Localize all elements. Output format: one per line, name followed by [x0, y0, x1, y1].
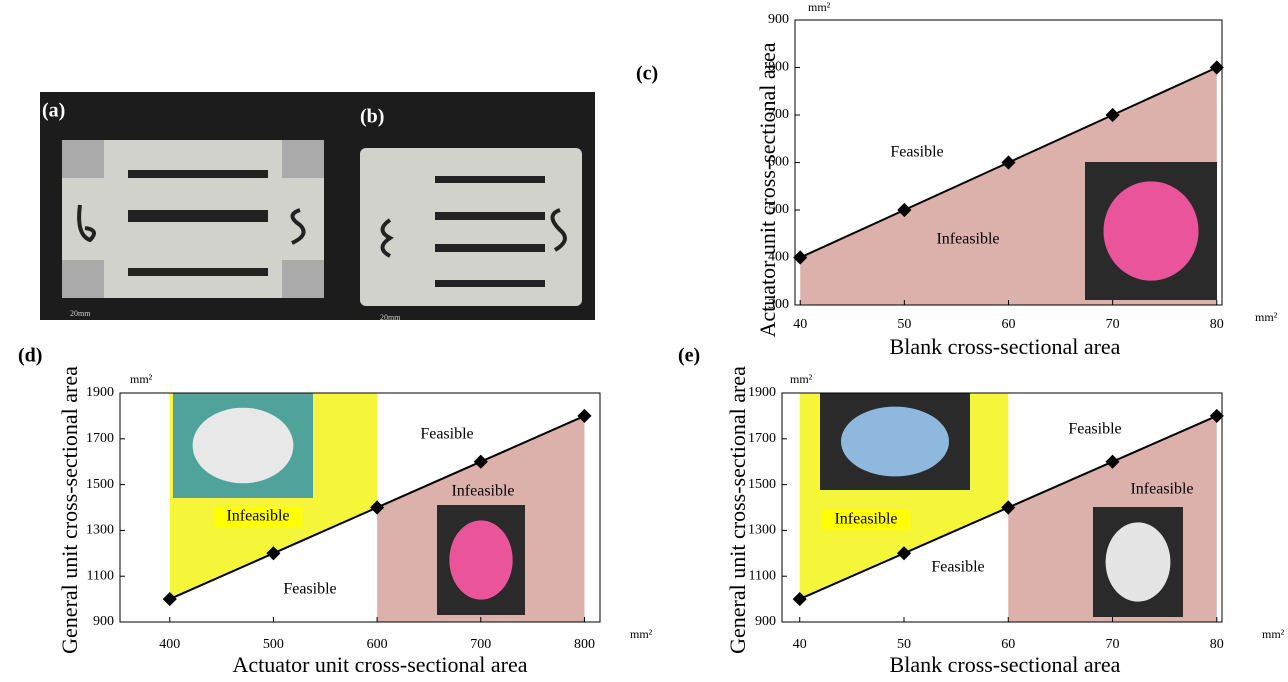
y-tick-label: 1100 — [87, 568, 114, 583]
x-tick-label: 50 — [897, 317, 911, 332]
annotation: Feasible — [890, 144, 943, 161]
y-unit: mm² — [808, 0, 831, 14]
x-tick-label: 40 — [793, 317, 807, 332]
y-tick-label: 1900 — [86, 385, 114, 400]
x-tick-label: 50 — [897, 637, 911, 652]
y-axis-label: Actuator unit cross-sectional area — [755, 42, 780, 337]
x-tick-label: 500 — [263, 637, 284, 652]
figure: (a) 20mm (b) 20mm 4050607080300400500600… — [0, 0, 1288, 682]
inset-object — [1106, 522, 1171, 601]
x-tick-label: 60 — [1001, 637, 1015, 652]
y-tick-label: 1700 — [748, 431, 776, 446]
y-tick-label: 900 — [768, 12, 789, 27]
x-tick-label: 80 — [1210, 637, 1224, 652]
panel-label: (c) — [636, 63, 658, 85]
annotation: Feasible — [283, 581, 336, 598]
inset-object — [1103, 181, 1198, 280]
y-tick-label: 900 — [93, 614, 114, 629]
photo-a — [40, 92, 330, 320]
x-tick-label: 40 — [793, 637, 807, 652]
x-tick-label: 400 — [159, 637, 180, 652]
inset-object — [841, 407, 949, 477]
y-tick-label: 1300 — [748, 523, 776, 538]
panel-label: (e) — [678, 345, 700, 367]
x-tick-label: 70 — [1106, 317, 1120, 332]
panel-label: (a) — [42, 100, 65, 122]
chart: 400 500 600 700 800 900 1100 1300 1500 1700 1900 Fe… — [18, 345, 653, 677]
annotation: Infeasible — [226, 508, 289, 525]
y-unit: mm² — [130, 372, 153, 386]
panel-label: (b) — [360, 106, 384, 128]
scale-label: 20mm — [70, 309, 91, 318]
y-unit: mm² — [790, 372, 813, 386]
annotation: Feasible — [1068, 421, 1121, 438]
y-tick-label: 900 — [755, 614, 776, 629]
x-tick-label: 60 — [1002, 317, 1016, 332]
x-axis-label: Actuator unit cross-sectional area — [232, 652, 527, 677]
y-tick-label: 1500 — [748, 477, 776, 492]
annotation: Infeasible — [936, 231, 999, 248]
annotation: Feasible — [931, 559, 984, 576]
annotation: Infeasible — [451, 483, 514, 500]
x-unit: mm² — [1255, 310, 1278, 324]
inset-object — [449, 520, 512, 599]
panel-label: (d) — [18, 345, 42, 367]
y-tick-label: 1300 — [86, 523, 114, 538]
y-tick-label: 1900 — [748, 385, 776, 400]
x-unit: mm² — [630, 627, 653, 641]
scale-label: 20mm — [380, 313, 401, 322]
annotation: Infeasible — [834, 511, 897, 528]
chart: 40 50 60 70 80 900 1100 1300 1500 1700 1900 Feasibl… — [678, 345, 1285, 677]
annotation: Feasible — [420, 426, 473, 443]
y-axis-label: General unit cross-sectional area — [725, 366, 750, 654]
x-axis-label: Blank cross-sectional area — [890, 334, 1121, 359]
y-tick-label: 1100 — [749, 568, 776, 583]
x-tick-label: 800 — [574, 637, 595, 652]
x-tick-label: 80 — [1210, 317, 1224, 332]
y-tick-label: 1700 — [86, 431, 114, 446]
x-tick-label: 600 — [367, 637, 388, 652]
x-axis-label: Blank cross-sectional area — [890, 652, 1121, 677]
y-axis-label: General unit cross-sectional area — [57, 366, 82, 654]
inset-object — [193, 408, 294, 484]
x-tick-label: 700 — [470, 637, 491, 652]
y-tick-label: 1500 — [86, 477, 114, 492]
x-unit: mm² — [1262, 627, 1285, 641]
annotation: Infeasible — [1130, 481, 1193, 498]
x-tick-label: 70 — [1106, 637, 1120, 652]
